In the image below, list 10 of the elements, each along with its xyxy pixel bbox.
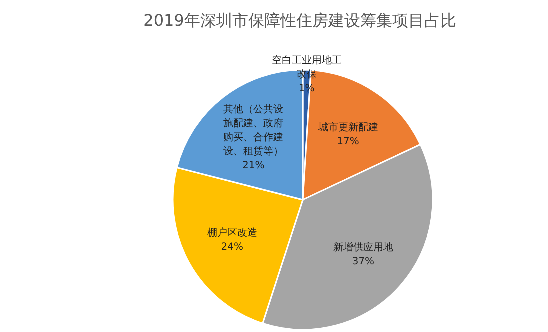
slice-label: 城市更新配建: [317, 121, 378, 134]
data-label: 1%: [298, 84, 315, 95]
data-label: 37%: [352, 256, 375, 268]
slice-label: 棚户区改造: [207, 226, 258, 239]
data-label: 24%: [221, 242, 244, 253]
data-label: 21%: [242, 160, 265, 172]
data-label: 17%: [337, 136, 360, 148]
slice-label: 其他（公共设施配建、政府购买、合作建设、租赁等）: [224, 103, 284, 158]
slice-label: 新增供应用地: [333, 241, 394, 254]
chart-title: 2019年深圳市保障性住房建设筹集项目占比: [144, 11, 456, 30]
